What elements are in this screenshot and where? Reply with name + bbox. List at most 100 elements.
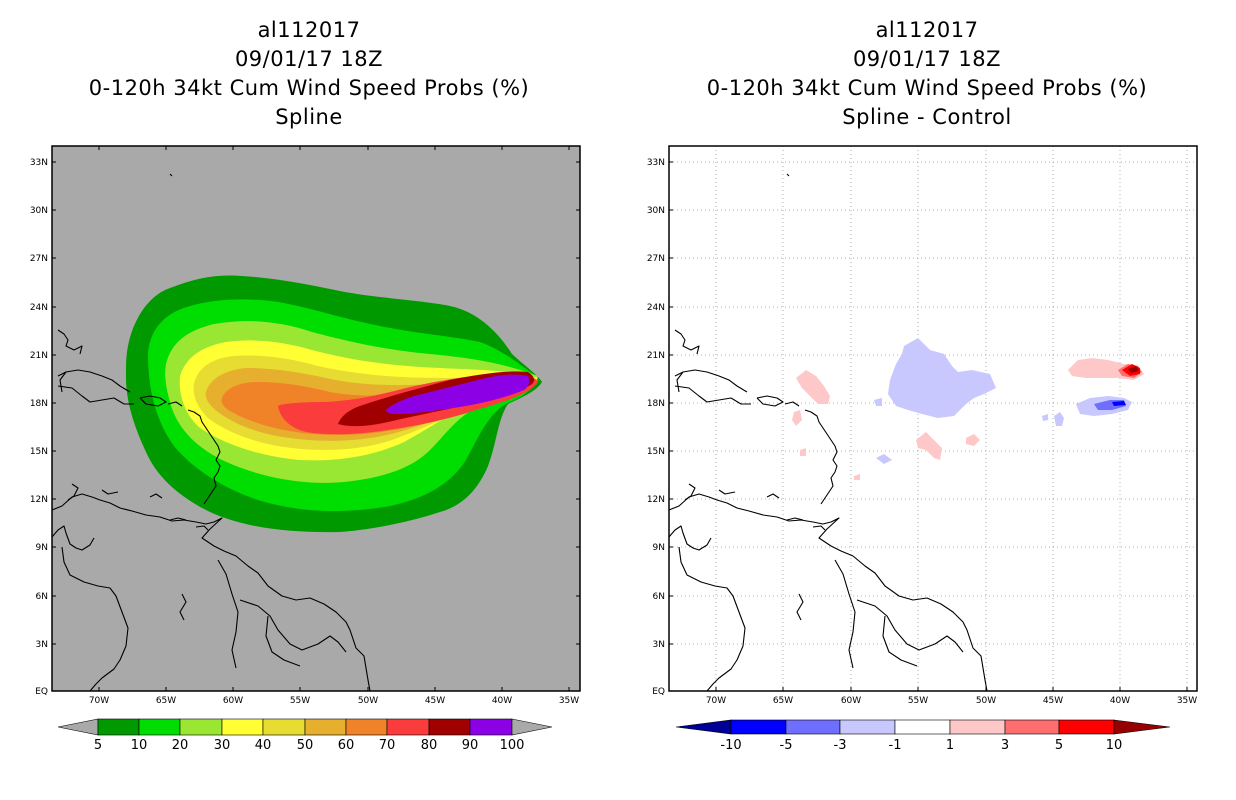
left-lon-label-40w: 40W [492,696,512,706]
right-cb-label-m1: -1 [889,738,902,753]
right-lon-label-45w: 45W [1043,696,1063,706]
diff-blob-red-west [796,370,830,404]
left-colorbar-high-arrow [511,718,553,736]
right-cb-label-10: 10 [1106,738,1123,753]
left-cb-label-60: 60 [338,738,355,753]
left-lat-label-9n: 9N [36,543,48,553]
left-cb-label-40: 40 [255,738,272,753]
left-colorbar-swatch-10-20 [138,718,181,736]
left-cb-label-5: 5 [94,738,102,753]
left-cb-label-10: 10 [131,738,148,753]
right-lon-label-60w: 60W [841,696,861,706]
right-lon-label-55w: 55W [908,696,928,706]
prob-contour-90 [386,374,530,414]
left-lat-label-21n: 21N [30,351,48,361]
left-panel-title: al112017 09/01/17 18Z 0-120h 34kt Cum Wi… [29,16,589,132]
diff-blob-blue-small-4 [874,398,882,406]
left-lat-label-30n: 30N [30,206,48,216]
right-lat-label-24n: 24N [647,303,665,313]
left-lon-label-35w: 35W [559,696,579,706]
left-lon-label-50w: 50W [358,696,378,706]
right-colorbar-low-arrow [675,719,732,735]
right-panel-title: al112017 09/01/17 18Z 0-120h 34kt Cum Wi… [647,16,1207,132]
left-lat-label-3n: 3N [36,640,48,650]
left-lon-labels: 70W 65W 60W 55W 50W 45W 40W 35W [89,696,579,706]
left-colorbar-swatch-90-100 [469,718,513,736]
right-lat-label-15n: 15N [647,447,665,457]
right-cb-label-1: 1 [946,738,954,753]
right-colorbar-swatch-5-10 [1058,719,1115,735]
left-colorbar-swatch-40-50 [262,718,306,736]
left-lon-label-65w: 65W [156,696,176,706]
left-lat-ticks [52,146,580,692]
right-cb-label-m5: -5 [780,738,793,753]
right-colorbar [675,719,1171,735]
left-colorbar-swatch-80-90 [428,718,471,736]
right-lon-label-35w: 35W [1177,696,1197,706]
left-cb-label-90: 90 [462,738,479,753]
right-lon-label-65w: 65W [773,696,793,706]
left-cb-label-50: 50 [297,738,314,753]
left-probability-contours [126,275,542,533]
left-cb-label-20: 20 [172,738,189,753]
right-lat-label-3n: 3N [653,640,665,650]
diff-blob-blue-small-2 [1042,414,1048,421]
right-lat-label-eq: EQ [652,687,665,697]
left-lon-label-55w: 55W [290,696,310,706]
left-colorbar-swatch-5-10 [97,718,140,736]
left-lat-label-eq: EQ [35,687,48,697]
left-lat-label-18n: 18N [30,399,48,409]
right-lon-label-40w: 40W [1110,696,1130,706]
right-colorbar-labels: -10 -5 -3 -1 1 3 5 10 [720,738,1122,753]
left-cb-label-30: 30 [214,738,231,753]
left-colorbar-swatch-60-70 [345,718,388,736]
right-colorbar-swatch-m5-m3 [785,719,841,735]
right-lat-label-33n: 33N [647,158,665,168]
left-cb-label-70: 70 [379,738,396,753]
right-lat-labels: 33N 30N 27N 24N 21N 18N 15N 12N 9N 6N 3N… [647,158,665,697]
left-lat-labels: 33N 30N 27N 24N 21N 18N 15N 12N 9N 6N 3N… [30,158,48,697]
right-cb-label-3: 3 [1001,738,1009,753]
right-cb-label-m10: -10 [720,738,741,753]
right-lon-label-70w: 70W [706,696,726,706]
right-colorbar-high-arrow [1113,719,1171,735]
right-map-frame [668,145,1198,692]
diff-blob-blue-small-1 [1054,412,1064,426]
diff-blob-red-south [916,432,942,460]
right-title-product: 0-120h 34kt Cum Wind Speed Probs (%) [706,76,1148,100]
left-title-date: 09/01/17 18Z [234,47,384,71]
right-map-background [669,146,1197,691]
left-title-method: Spline [275,105,343,129]
left-lon-label-45w: 45W [425,696,445,706]
left-lat-label-33n: 33N [30,158,48,168]
left-lat-label-12n: 12N [30,495,48,505]
left-title-product: 0-120h 34kt Cum Wind Speed Probs (%) [88,76,530,100]
left-lat-label-27n: 27N [30,254,48,264]
right-lat-label-30n: 30N [647,206,665,216]
right-title-date: 09/01/17 18Z [852,47,1002,71]
left-colorbar-low-arrow [57,718,99,736]
right-cb-label-m3: -3 [834,738,847,753]
right-lat-label-6n: 6N [653,592,665,602]
left-cb-label-80: 80 [421,738,438,753]
right-title-storm-id: al112017 [875,18,979,42]
right-colorbar-swatch-m1-1 [894,719,951,735]
left-map-frame [51,145,581,692]
left-cb-label-100: 100 [500,738,525,753]
diff-blob-red-south-3 [854,474,860,480]
right-lon-labels: 70W 65W 60W 55W 50W 45W 40W 35W [706,696,1197,706]
left-colorbar-labels: 5 10 20 30 40 50 60 70 80 90 100 [94,738,525,753]
diff-blob-red-east-max [1128,366,1139,373]
right-lat-ticks [669,161,1188,691]
left-lat-label-15n: 15N [30,447,48,457]
right-lat-label-18n: 18N [647,399,665,409]
right-lon-label-50w: 50W [976,696,996,706]
left-colorbar-swatch-50-60 [304,718,347,736]
right-title-method: Spline - Control [842,105,1012,129]
left-colorbar [57,718,553,736]
left-lat-label-6n: 6N [36,592,48,602]
right-lat-label-21n: 21N [647,351,665,361]
diff-blob-red-west-3 [800,448,806,456]
right-lat-label-12n: 12N [647,495,665,505]
